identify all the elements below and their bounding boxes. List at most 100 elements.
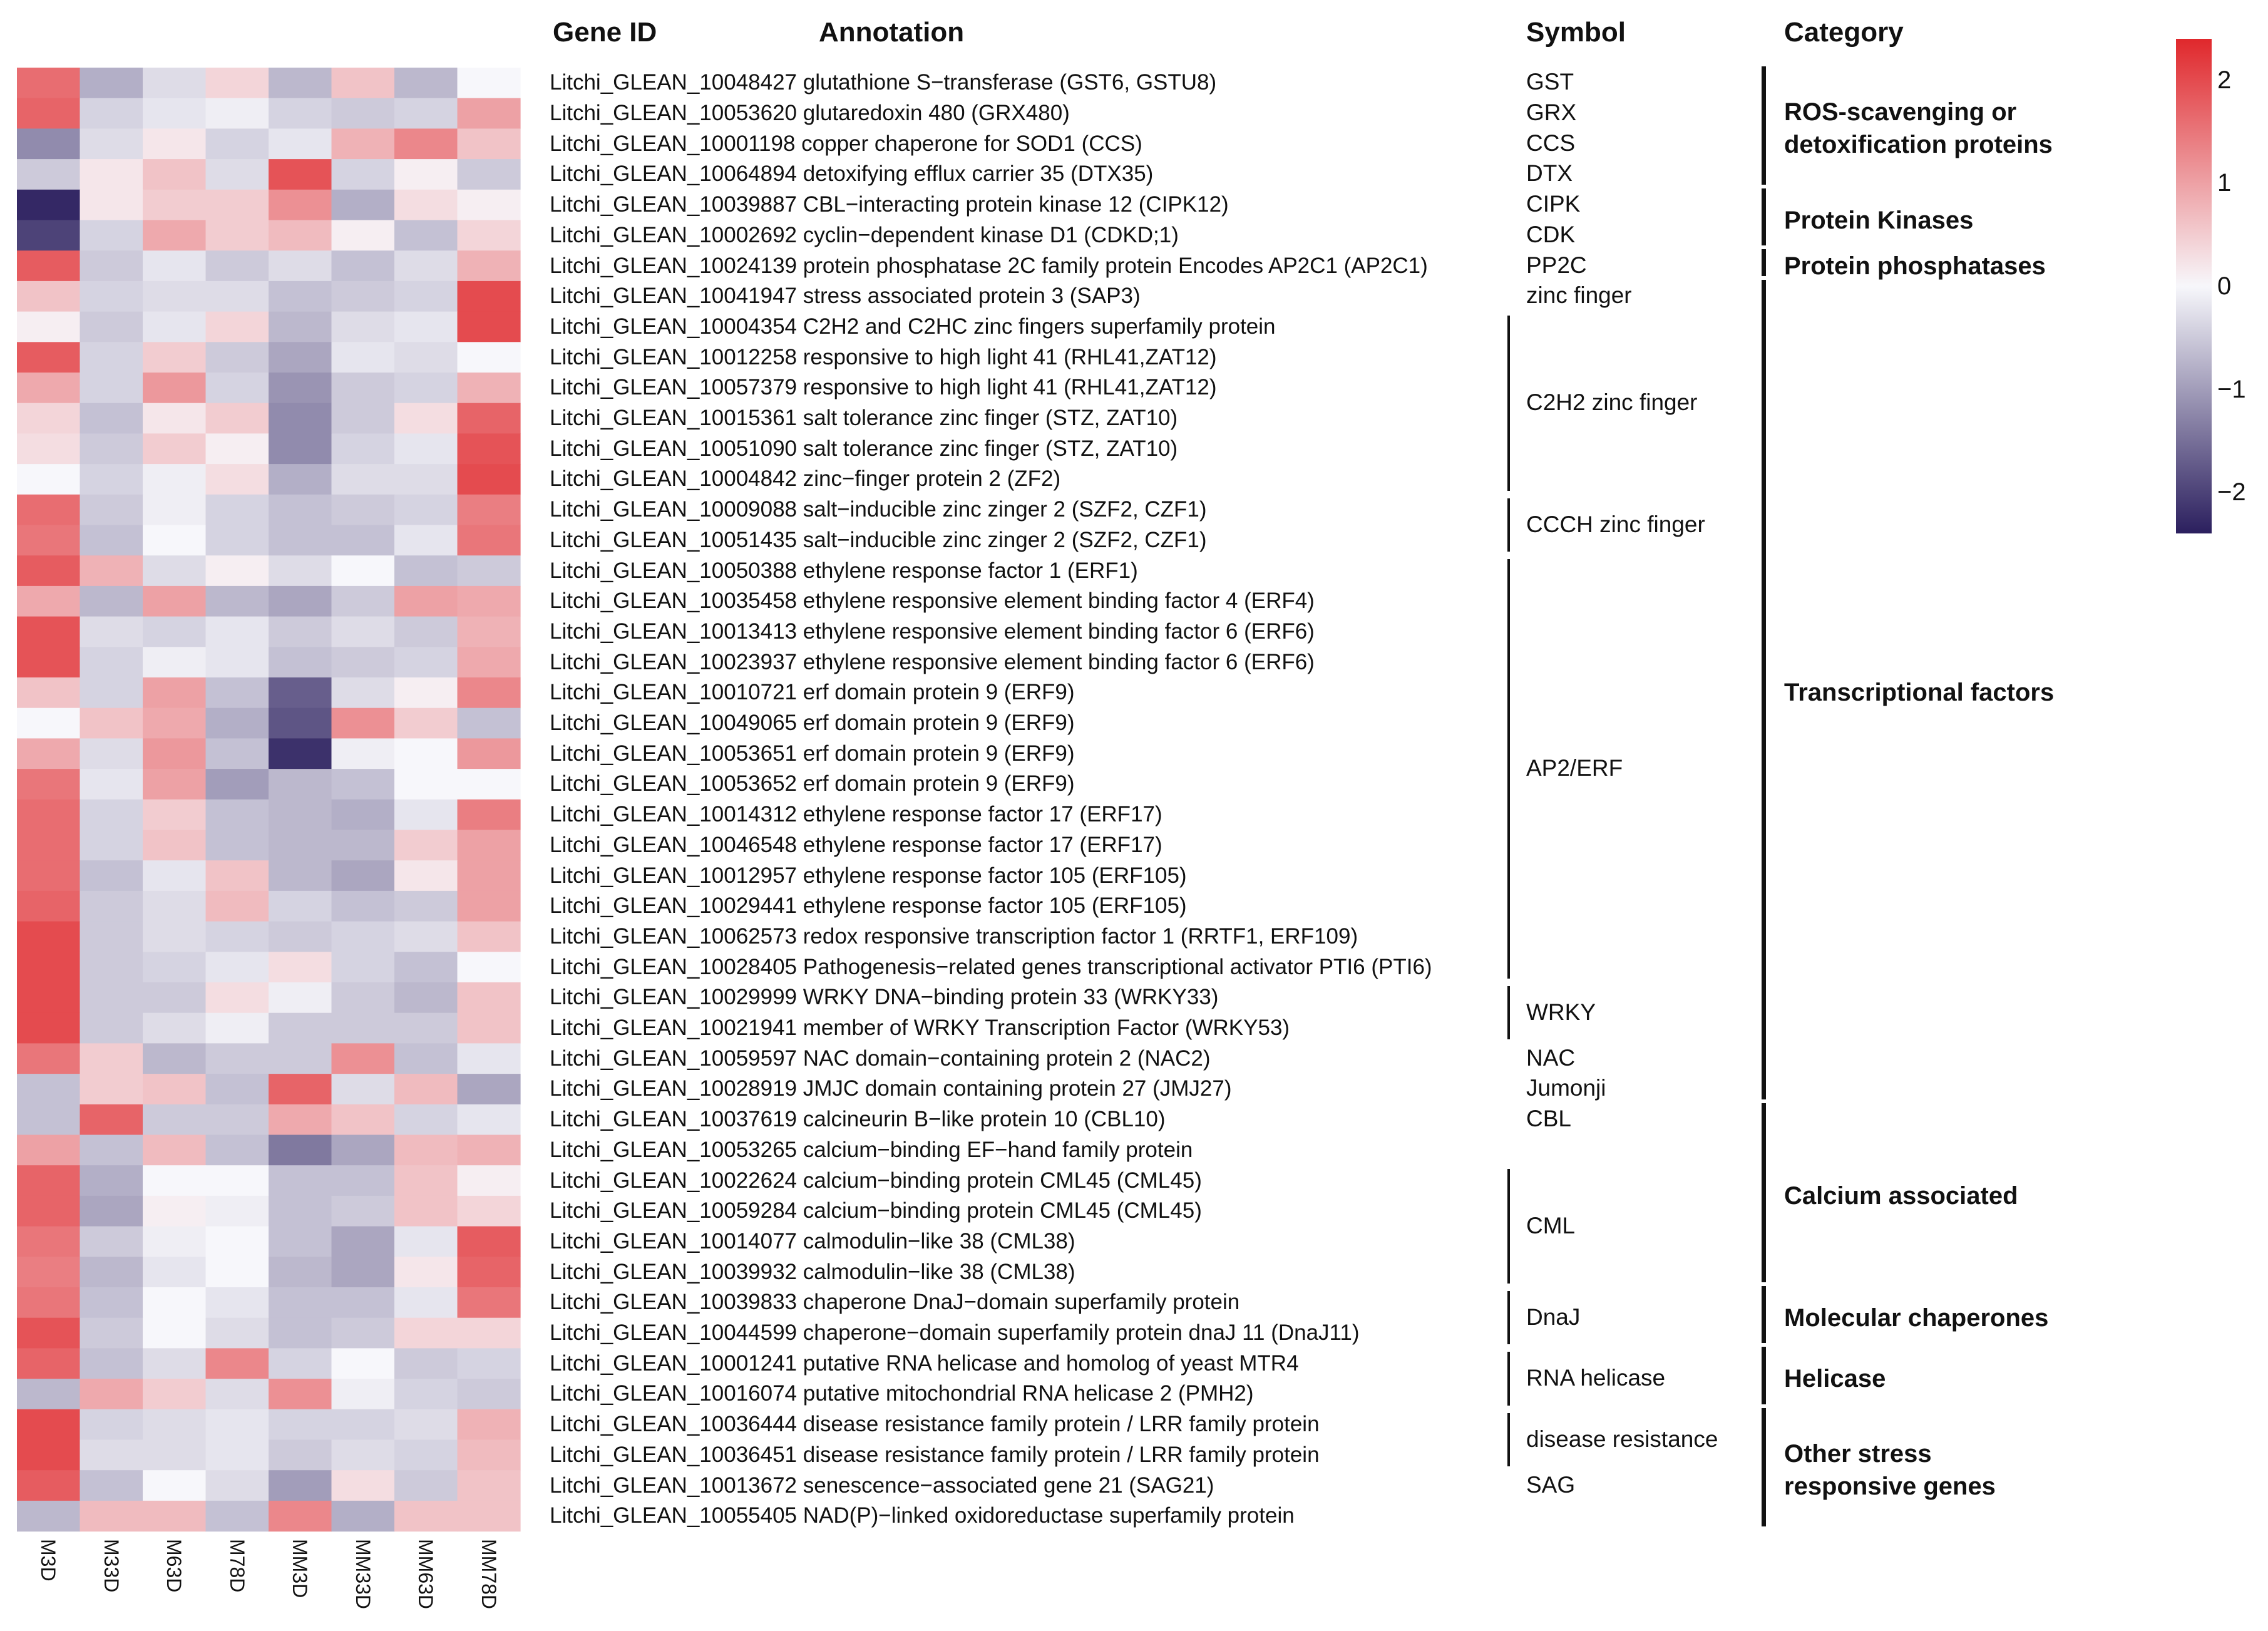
heatmap-cell <box>457 250 521 282</box>
heatmap-cell <box>331 1074 395 1105</box>
heatmap-cell <box>80 982 143 1014</box>
heatmap-cell <box>17 1317 81 1349</box>
heatmap-cell <box>331 68 395 99</box>
heatmap-cell <box>17 280 81 312</box>
heatmap-cell <box>143 769 207 800</box>
heatmap-cell <box>205 525 269 556</box>
heatmap-cell <box>80 128 143 160</box>
heatmap-cell <box>80 464 143 495</box>
heatmap-cell <box>331 1379 395 1410</box>
row-label: Litchi_GLEAN_10013672 senescence−associa… <box>550 1473 1214 1498</box>
heatmap-cell <box>143 525 207 556</box>
row-label: Litchi_GLEAN_10014312 ethylene response … <box>550 802 1162 827</box>
symbol-label: CCCH zinc finger <box>1526 511 1705 537</box>
heatmap-cell <box>143 159 207 190</box>
heatmap-cell <box>394 433 458 465</box>
heatmap-cell <box>17 1043 81 1074</box>
category-label-line: Helicase <box>1784 1365 1886 1393</box>
heatmap-cell <box>394 98 458 129</box>
heatmap-cell <box>205 921 269 952</box>
row-label: Litchi_GLEAN_10028919 JMJC domain contai… <box>550 1076 1232 1101</box>
heatmap-cell <box>331 311 395 342</box>
heatmap-cell <box>269 677 332 709</box>
heatmap-cell <box>457 1226 521 1257</box>
heatmap-cell <box>331 585 395 617</box>
heatmap-cell <box>269 250 332 282</box>
heatmap-cell <box>17 250 81 282</box>
heatmap-cell <box>17 952 81 983</box>
category-label-line: ROS-scavenging or <box>1784 98 2017 126</box>
heatmap-cell <box>269 1195 332 1227</box>
heatmap-cell <box>269 128 332 160</box>
colorbar-tick-label: −2 <box>2217 478 2246 507</box>
heatmap-cell <box>80 647 143 678</box>
heatmap-cell <box>269 189 332 221</box>
heatmap-cell <box>394 921 458 952</box>
symbol-label: CBL <box>1526 1106 1571 1132</box>
heatmap-cell <box>205 159 269 190</box>
category-label-line: detoxification proteins <box>1784 131 2053 159</box>
heatmap-cell <box>457 921 521 952</box>
heatmap-cell <box>17 189 81 221</box>
row-label: Litchi_GLEAN_10016074 putative mitochond… <box>550 1381 1254 1406</box>
heatmap-cell <box>269 1257 332 1288</box>
heatmap-cell <box>143 1379 207 1410</box>
heatmap-cell <box>80 1317 143 1349</box>
heatmap-cell <box>394 707 458 739</box>
heatmap-cell <box>80 921 143 952</box>
heatmap-cell <box>205 342 269 373</box>
category-label: Protein phosphatases <box>1784 250 2046 282</box>
heatmap-cell <box>205 769 269 800</box>
heatmap-cell <box>143 677 207 709</box>
heatmap-cell <box>394 1257 458 1288</box>
heatmap-cell <box>143 982 207 1014</box>
heatmap-cell <box>457 555 521 587</box>
heatmap-cell <box>394 220 458 251</box>
heatmap-cell <box>331 1165 395 1196</box>
heatmap-cell <box>205 890 269 922</box>
heatmap-cell <box>80 1226 143 1257</box>
heatmap-cell <box>331 555 395 587</box>
heatmap-cell <box>80 860 143 892</box>
heatmap-cell <box>269 921 332 952</box>
heatmap-cell <box>205 373 269 404</box>
category-label-line: Protein phosphatases <box>1784 252 2046 280</box>
heatmap-cell <box>394 159 458 190</box>
column-label: MM63D <box>414 1539 438 1610</box>
heatmap-cell <box>394 647 458 678</box>
heatmap-cell <box>205 555 269 587</box>
heatmap-cell <box>143 1165 207 1196</box>
heatmap-cell <box>457 982 521 1014</box>
heatmap-cell <box>143 1134 207 1166</box>
heatmap-cell <box>205 128 269 160</box>
heatmap-cell <box>331 1226 395 1257</box>
heatmap-cell <box>143 250 207 282</box>
heatmap-cell <box>80 525 143 556</box>
heatmap-cell <box>457 464 521 495</box>
heatmap-cell <box>205 464 269 495</box>
heatmap-cell <box>269 555 332 587</box>
heatmap-cell <box>331 647 395 678</box>
heatmap-cell <box>143 799 207 831</box>
heatmap-cell <box>457 890 521 922</box>
heatmap-cell <box>269 1287 332 1319</box>
symbol-label: DnaJ <box>1526 1304 1581 1330</box>
heatmap-cell <box>143 555 207 587</box>
heatmap-cell <box>143 433 207 465</box>
row-label: Litchi_GLEAN_10015361 salt tolerance zin… <box>550 406 1178 431</box>
heatmap-cell <box>331 403 395 434</box>
heatmap-cell <box>80 738 143 769</box>
heatmap-cell <box>394 403 458 434</box>
heatmap-cell <box>143 616 207 647</box>
heatmap-cell <box>457 799 521 831</box>
heatmap-cell <box>80 220 143 251</box>
heatmap-cell <box>17 830 81 861</box>
row-label: Litchi_GLEAN_10013413 ethylene responsiv… <box>550 619 1315 644</box>
row-label: Litchi_GLEAN_10059284 calcium−binding pr… <box>550 1198 1202 1223</box>
heatmap-cell <box>269 403 332 434</box>
heatmap-cell <box>17 585 81 617</box>
row-label: Litchi_GLEAN_10001241 putative RNA helic… <box>550 1351 1299 1376</box>
heatmap-cell <box>205 494 269 526</box>
heatmap-cell <box>143 890 207 922</box>
row-label: Litchi_GLEAN_10014077 calmodulin−like 38… <box>550 1228 1075 1253</box>
